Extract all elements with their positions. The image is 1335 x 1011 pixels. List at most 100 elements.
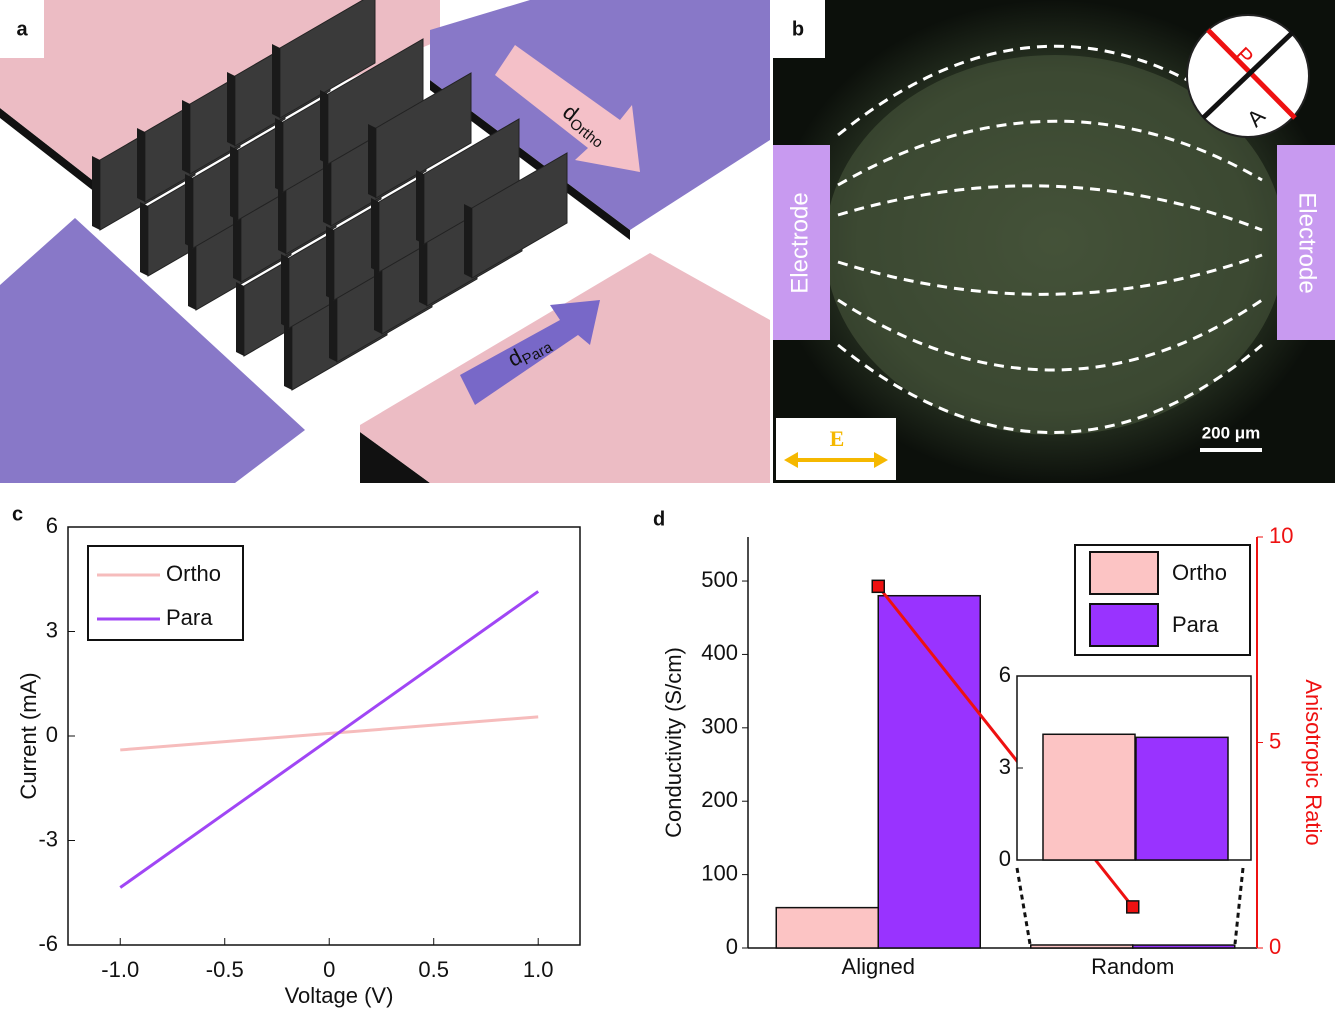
y2-tick-label: 10 xyxy=(1269,523,1293,548)
arrow xyxy=(460,300,600,405)
x-tick-label: -1.0 xyxy=(101,957,139,982)
label-box xyxy=(0,0,44,58)
arrow-head xyxy=(784,452,798,468)
y-axis-label: Current (mA) xyxy=(16,672,41,799)
fin-side xyxy=(326,226,334,300)
bar xyxy=(1030,944,1134,949)
label-box xyxy=(773,0,825,58)
plate xyxy=(0,218,305,483)
y-tick-label: 400 xyxy=(701,640,738,665)
panel-b: Electrode Electrode P A 200 μm E b xyxy=(773,0,1335,483)
y-tick-label: 6 xyxy=(46,513,58,538)
fin-side xyxy=(278,180,286,254)
panel-label: a xyxy=(16,18,28,40)
bar xyxy=(877,594,981,949)
y-axis-label: Conductivity (S/cm) xyxy=(661,647,686,838)
fin-side xyxy=(182,100,190,174)
fin-side xyxy=(140,202,148,276)
fin-side xyxy=(137,128,145,202)
fin-side xyxy=(464,204,472,278)
legend-swatch xyxy=(1089,551,1159,595)
fin-side xyxy=(188,236,196,310)
y-tick-label: 3 xyxy=(46,617,58,642)
analyzer-axis xyxy=(1201,30,1295,120)
bar xyxy=(1132,944,1236,949)
y-tick-label: 500 xyxy=(701,567,738,592)
y-tick-label: -6 xyxy=(38,931,58,956)
legend-label: Para xyxy=(166,605,213,630)
legend-swatch xyxy=(1089,603,1159,647)
fin-side xyxy=(230,146,238,220)
fin-side xyxy=(275,118,283,192)
x-tick-label: -0.5 xyxy=(206,957,244,982)
panel-label: d xyxy=(653,508,665,530)
inset-bar xyxy=(1135,736,1229,861)
inset-y-tick-label: 3 xyxy=(999,754,1011,779)
x-tick-label: Random xyxy=(1091,954,1174,979)
x-tick-label: 0.5 xyxy=(418,957,449,982)
field-box xyxy=(776,418,896,480)
scale-label: 200 μm xyxy=(1202,423,1261,442)
line xyxy=(119,590,540,889)
x-tick-label: 1.0 xyxy=(523,957,554,982)
plate xyxy=(360,253,770,483)
fin-side xyxy=(371,198,379,272)
electrode-label: Electrode xyxy=(1294,192,1321,293)
zoom-line xyxy=(1233,867,1245,945)
fin-side xyxy=(374,260,382,334)
legend-label: Ortho xyxy=(166,561,221,586)
panel-d: d 0 100 200 300 400 500 0 5 10 Conductivity (S/cm)… xyxy=(653,508,1326,979)
fin-side xyxy=(281,254,289,328)
panel-a: dOrtho dPara a xyxy=(0,0,770,483)
inset-bar xyxy=(1042,733,1136,861)
fin-side xyxy=(284,316,292,390)
fin-side xyxy=(272,44,280,118)
legend-label: Ortho xyxy=(1172,560,1227,585)
y2-axis-label: Anisotropic Ratio xyxy=(1301,679,1326,845)
fin-side xyxy=(185,174,193,248)
ratio-point xyxy=(871,579,885,594)
inset-y-tick-label: 6 xyxy=(999,662,1011,687)
fin-side xyxy=(227,72,235,146)
y-tick-label: 0 xyxy=(46,722,58,747)
y2-tick-label: 0 xyxy=(1269,934,1281,959)
x-tick-label: 0 xyxy=(323,957,335,982)
y-tick-label: 100 xyxy=(701,860,738,885)
field-label: E xyxy=(830,426,845,451)
bar xyxy=(775,906,879,949)
electrode xyxy=(773,145,830,340)
x-tick-label: Aligned xyxy=(842,954,915,979)
y2-tick-label: 5 xyxy=(1269,728,1281,753)
fin-side xyxy=(233,208,241,282)
fin-side xyxy=(92,156,100,230)
y-tick-label: -3 xyxy=(38,826,58,851)
zoom-line xyxy=(1015,867,1032,945)
electrode-label: Electrode xyxy=(786,192,813,293)
ratio-point xyxy=(1126,900,1140,914)
y-tick-label: 300 xyxy=(701,714,738,739)
electrode xyxy=(1277,145,1335,340)
fin-side xyxy=(320,90,328,164)
fin-side xyxy=(368,124,376,198)
x-axis-label: Voltage (V) xyxy=(285,983,394,1008)
fin-side xyxy=(323,152,331,226)
panel-c: c -6 -3 0 3 6 -1.0 -0.5 0 0.5 1.0 Voltage (V) Curren… xyxy=(12,503,581,1008)
line xyxy=(120,715,539,752)
y-tick-label: 0 xyxy=(726,934,738,959)
panel-label: b xyxy=(792,18,804,40)
fin-side xyxy=(419,232,427,306)
aligned-region xyxy=(825,55,1285,435)
fin-side xyxy=(329,288,337,362)
y-tick-label: 200 xyxy=(701,787,738,812)
plate-edge xyxy=(0,108,100,196)
fin-side xyxy=(416,170,424,244)
fin-side xyxy=(236,282,244,356)
arrow-head xyxy=(874,452,888,468)
panel-label: c xyxy=(12,503,23,525)
arrow xyxy=(495,45,640,172)
legend-frame xyxy=(87,545,244,641)
legend-label: Para xyxy=(1172,612,1219,637)
plate-edge xyxy=(430,80,630,240)
inset-y-tick-label: 0 xyxy=(999,846,1011,871)
